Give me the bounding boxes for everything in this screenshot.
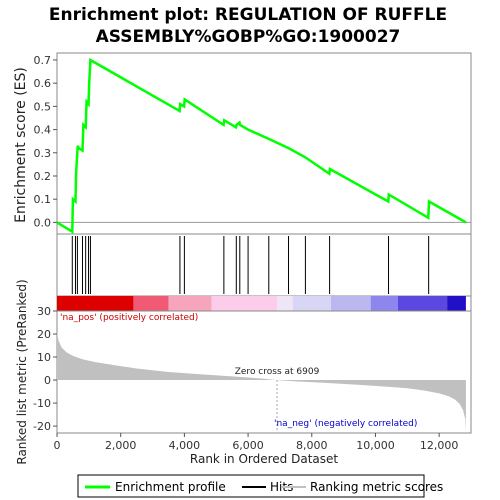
- ranking-colorbar: [56, 295, 472, 312]
- metric-y-tick-label: 0: [44, 374, 51, 387]
- rank-x-axis: 0 2,000 4,000 6,000 8,000 10,000 12,000: [54, 433, 459, 452]
- ranked-metric-panel: Zero cross at 6909 'na_pos' (positively …: [15, 279, 472, 466]
- es-y-tick-label: 0.3: [34, 147, 52, 160]
- es-y-axis: 0.0 0.1 0.2 0.3 0.4 0.5 0.6 0.7: [34, 54, 57, 229]
- metric-y-tick-label: 20: [37, 328, 51, 341]
- es-y-tick-label: 0.2: [34, 170, 52, 183]
- ranking-metric-area: [57, 331, 466, 431]
- es-y-axis-label: Enrichment score (ES): [13, 67, 29, 223]
- x-tick-label: 2,000: [105, 439, 137, 452]
- es-y-tick-label: 0.4: [34, 124, 52, 137]
- metric-y-axis: -20 -10 0 10 20 30: [33, 305, 57, 433]
- positive-correlation-label: 'na_pos' (positively correlated): [60, 313, 198, 323]
- x-tick-label: 8,000: [296, 439, 328, 452]
- hit-markers: [71, 236, 430, 294]
- es-y-tick-label: 0.6: [34, 77, 52, 90]
- legend-enrichment-label: Enrichment profile: [115, 480, 226, 494]
- colorbar-segments: [57, 296, 466, 311]
- es-plot-area: [56, 52, 472, 235]
- colorbar-segment: [370, 296, 398, 311]
- hits-plot-area: [56, 233, 472, 297]
- colorbar-segment: [57, 296, 134, 311]
- metric-y-tick-label: -10: [33, 397, 51, 410]
- zero-cross-label: Zero cross at 6909: [235, 367, 320, 377]
- negative-correlation-label: 'na_neg' (negatively correlated): [274, 419, 417, 429]
- colorbar-segment: [277, 296, 293, 311]
- x-tick-label: 0: [54, 439, 61, 452]
- x-tick-label: 10,000: [356, 439, 395, 452]
- metric-y-tick-label: -20: [33, 420, 51, 433]
- legend-hits-label: Hits: [270, 480, 293, 494]
- es-y-tick-label: 0.5: [34, 100, 52, 113]
- colorbar-segment: [292, 296, 331, 311]
- legend-metric-label: Ranking metric scores: [310, 480, 443, 494]
- x-tick-label: 6,000: [232, 439, 264, 452]
- metric-y-axis-label: Ranked list metric (PreRanked): [15, 279, 29, 464]
- metric-y-tick-label: 30: [37, 305, 51, 318]
- es-y-tick-label: 0.0: [34, 216, 52, 229]
- x-axis-label: Rank in Ordered Dataset: [190, 452, 338, 466]
- enrichment-score-panel: 0.0 0.1 0.2 0.3 0.4 0.5 0.6 0.7 Enrichment scor…: [13, 52, 472, 235]
- colorbar-segment: [133, 296, 169, 311]
- colorbar-segment: [447, 296, 466, 311]
- chart-title-line2: ASSEMBLY%GOBP%GO:1900027: [96, 27, 401, 47]
- colorbar-segment: [330, 296, 371, 311]
- es-y-tick-label: 0.1: [34, 193, 52, 206]
- colorbar-segment: [397, 296, 448, 311]
- hits-panel: [56, 233, 472, 297]
- legend: Enrichment profile Hits Ranking metric s…: [77, 474, 443, 498]
- x-tick-label: 4,000: [169, 439, 201, 452]
- chart-title-line1: Enrichment plot: REGULATION OF RUFFLE: [49, 5, 447, 25]
- es-y-tick-label: 0.7: [34, 54, 52, 67]
- x-tick-label: 12,000: [420, 439, 459, 452]
- metric-y-tick-label: 10: [37, 351, 51, 364]
- colorbar-segment: [211, 296, 278, 311]
- enrichment-profile-line: [56, 57, 467, 234]
- colorbar-segment: [168, 296, 212, 311]
